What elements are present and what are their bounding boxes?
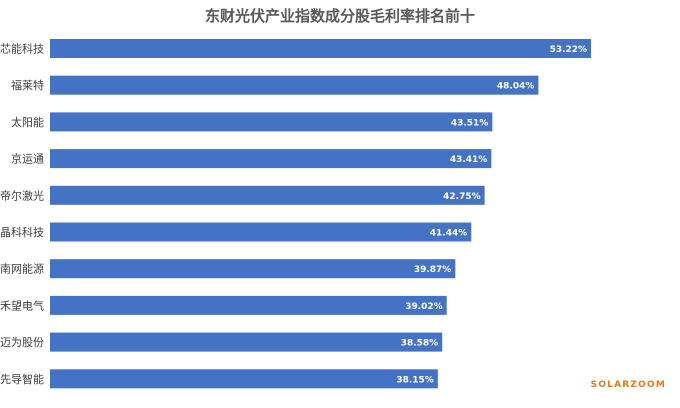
solarzoom-watermark: SOLARZOOM bbox=[590, 380, 666, 390]
bar bbox=[50, 149, 492, 169]
category-label: 晶科科技 bbox=[0, 225, 44, 239]
value-label: 39.02% bbox=[405, 302, 443, 312]
value-label: 38.15% bbox=[396, 375, 434, 385]
bar bbox=[50, 112, 493, 132]
category-label: 京运通 bbox=[11, 152, 44, 166]
value-label: 41.44% bbox=[430, 229, 468, 239]
bar bbox=[50, 332, 443, 352]
bar bbox=[50, 185, 485, 205]
category-label: 太阳能 bbox=[11, 115, 44, 129]
chart-title: 东财光伏产业指数成分股毛利率排名前十 bbox=[204, 7, 475, 25]
bar bbox=[50, 222, 472, 242]
bar bbox=[50, 369, 438, 389]
bar bbox=[50, 259, 456, 279]
category-label: 禾望电气 bbox=[0, 298, 44, 312]
value-label: 39.87% bbox=[414, 265, 452, 275]
value-label: 42.75% bbox=[443, 192, 481, 202]
category-label: 芯能科技 bbox=[0, 42, 44, 56]
category-label: 迈为股份 bbox=[0, 336, 44, 349]
value-label: 43.51% bbox=[451, 118, 489, 128]
value-label: 38.58% bbox=[401, 339, 439, 349]
value-label: 43.41% bbox=[450, 155, 488, 165]
category-label: 帝尔激光 bbox=[0, 188, 44, 202]
category-label: 福莱特 bbox=[11, 78, 44, 92]
category-label: 先导智能 bbox=[0, 372, 44, 386]
bar bbox=[50, 75, 539, 95]
category-label: 南网能源 bbox=[0, 262, 44, 276]
bar bbox=[50, 295, 447, 315]
value-label: 48.04% bbox=[497, 82, 535, 92]
value-label: 53.22% bbox=[550, 45, 588, 55]
bar bbox=[50, 39, 592, 58]
